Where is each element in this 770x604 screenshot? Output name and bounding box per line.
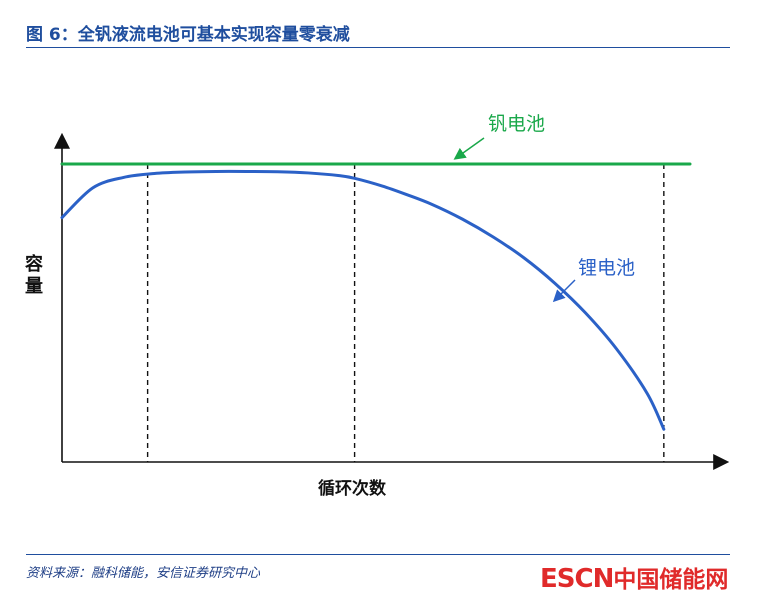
logo-en: ESCN [540,564,614,594]
lithium-series-line [60,169,666,431]
y-axis-label: 容量 [25,254,43,297]
figure-title: 图 6：全钒液流电池可基本实现容量零衰减 [26,25,350,45]
x-axis-label: 循环次数 [318,479,386,499]
escn-logo: ESCN中国储能网 [540,560,728,594]
vanadium-callout-arrow [453,137,485,160]
title-divider [26,47,730,48]
vanadium-series-label: 钒电池 [488,113,546,135]
lithium-series-label: 锂电池 [578,257,636,279]
footer-divider [26,554,730,555]
source-note: 资料来源：融科储能，安信证券研究中心 [26,566,261,581]
logo-cn: 中国储能网 [613,567,729,593]
lithium-callout-arrow [552,279,576,303]
